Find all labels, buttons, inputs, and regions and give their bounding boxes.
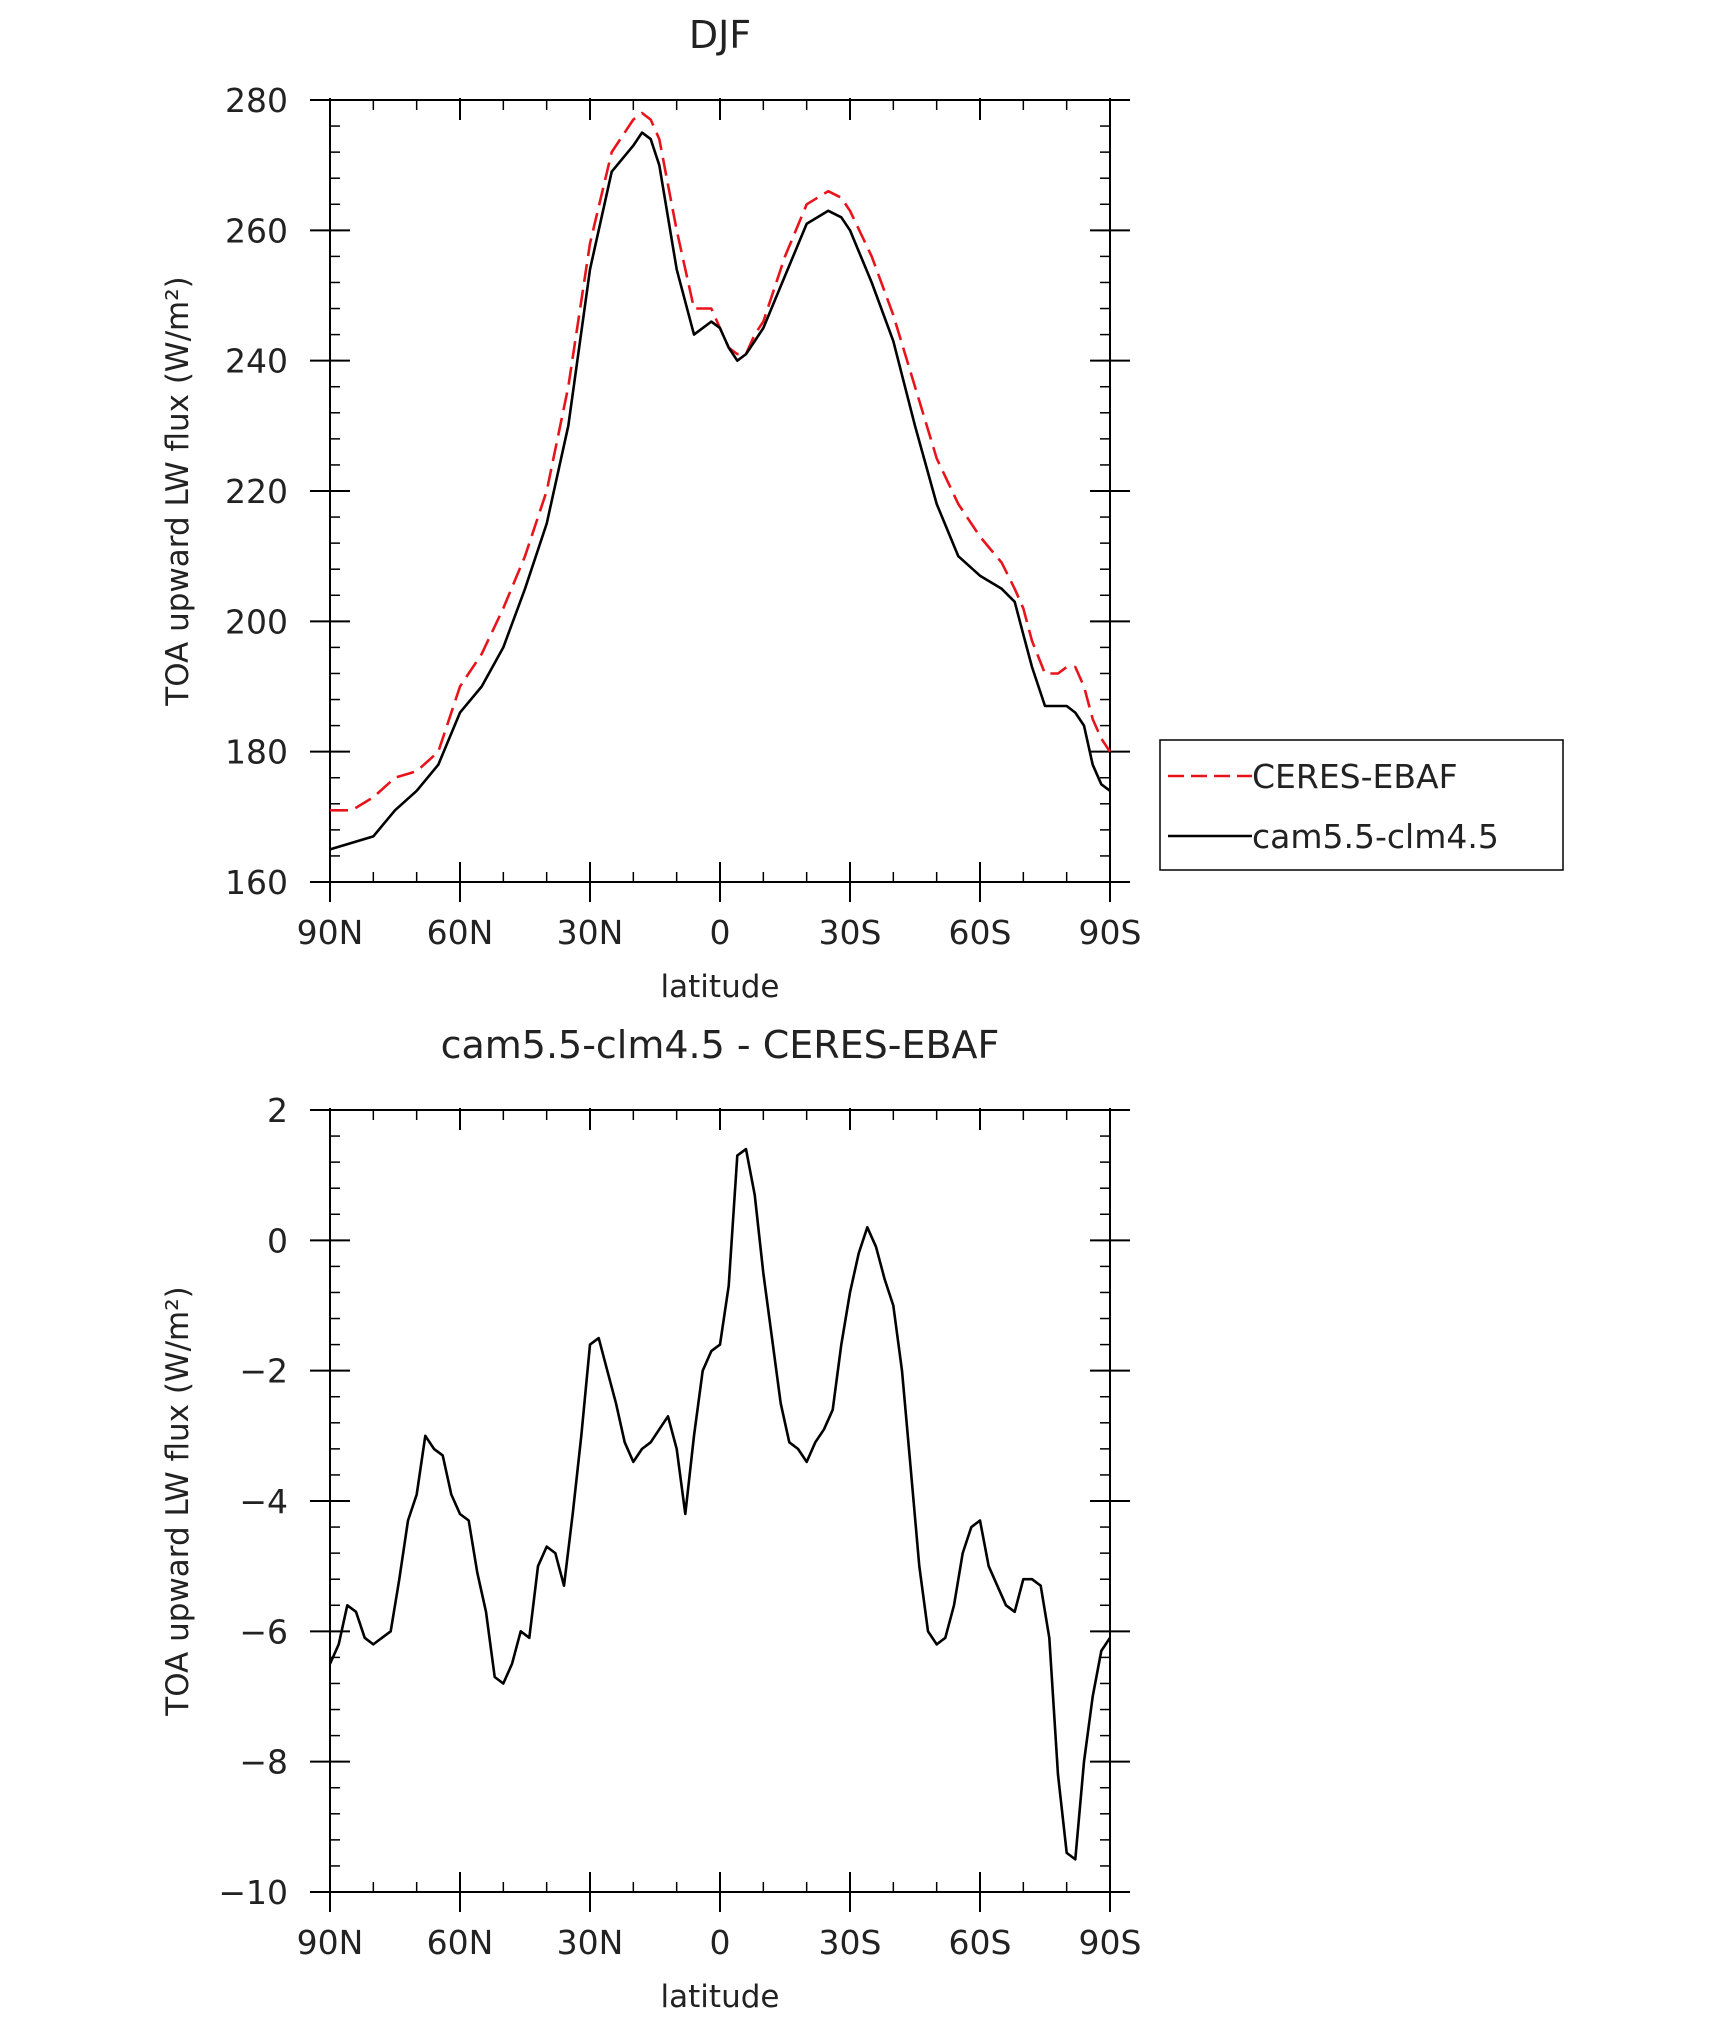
legend-box: [1159, 739, 1564, 871]
top-chart: DJF 90N 60N 30N 0 30S 60S 90S 160 180 200 220 240 260…: [160, 13, 1564, 1005]
x-tick-label: 60N: [427, 913, 494, 952]
x-tick-label: 30S: [819, 1923, 882, 1962]
y-tick-label: 200: [225, 602, 288, 641]
x-axis-label: latitude: [661, 969, 780, 1005]
x-axis-label: latitude: [661, 1979, 780, 2015]
y-tick-label: −6: [239, 1612, 288, 1651]
ceres-ebaf-line: [330, 111, 1112, 812]
difference-line: [328, 1147, 1112, 1861]
y-tick-label: 220: [225, 472, 288, 511]
x-tick-label: 90N: [297, 1923, 364, 1962]
x-tick-label: 90N: [297, 913, 364, 952]
x-tick-label: 0: [710, 1923, 731, 1962]
x-tick-label: 30S: [819, 913, 882, 952]
chart-title: cam5.5-clm4.5 - CERES-EBAF: [441, 1023, 1000, 1067]
x-tick-label: 30N: [557, 1923, 624, 1962]
plot-frame: [329, 1109, 1111, 1893]
y-axis-label: TOA upward LW flux (W/m²): [160, 1286, 196, 1716]
y-tick-label: −10: [218, 1873, 288, 1912]
y-tick-label: 280: [225, 81, 288, 120]
y-tick-label: 260: [225, 211, 288, 250]
y-tick-label: 160: [225, 863, 288, 902]
y-tick-label: 2: [267, 1091, 288, 1130]
y-tick-label: 180: [225, 733, 288, 772]
x-tick-label: 60S: [949, 1923, 1012, 1962]
y-tick-label: −8: [239, 1743, 288, 1782]
y-tick-label: −2: [239, 1352, 288, 1391]
chart-title: DJF: [689, 13, 751, 57]
x-tick-label: 60N: [427, 1923, 494, 1962]
x-tick-label: 0: [710, 913, 731, 952]
legend-label: CERES-EBAF: [1252, 757, 1458, 796]
y-tick-label: 0: [267, 1221, 288, 1260]
cam5-5-clm4-5-line: [329, 131, 1111, 851]
x-tick-label: 90S: [1079, 913, 1142, 952]
x-tick-label: 90S: [1079, 1923, 1142, 1962]
x-tick-label: 60S: [949, 913, 1012, 952]
plot-frame: [329, 99, 1111, 883]
y-axis-label: TOA upward LW flux (W/m²): [160, 276, 196, 706]
y-tick-label: −4: [239, 1482, 288, 1521]
bottom-chart: cam5.5-clm4.5 - CERES-EBAF 90N 60N 30N 0 30S 6…: [160, 1023, 1141, 2015]
y-tick-label: 240: [225, 342, 288, 381]
x-tick-label: 30N: [557, 913, 624, 952]
legend-label: cam5.5-clm4.5: [1252, 817, 1499, 856]
